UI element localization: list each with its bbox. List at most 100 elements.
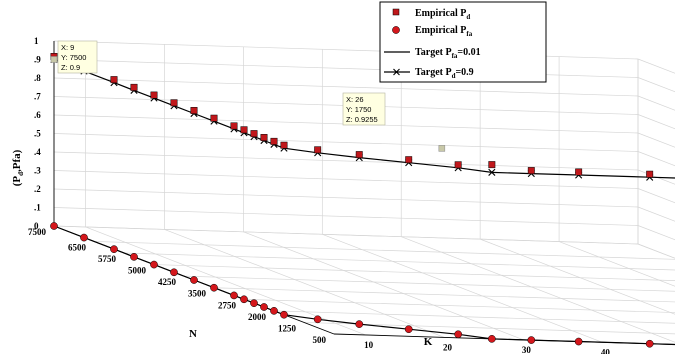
grid-line-k-floor (480, 238, 675, 315)
series-line-target-pd (53, 58, 675, 179)
k-axis-label: K (424, 336, 433, 348)
k-tick-label: 10 (364, 340, 374, 350)
grid-line-z-back (53, 188, 639, 208)
z-tick-label: .4 (34, 147, 41, 157)
grid-line-z-back (53, 40, 639, 60)
grid-line-k-floor (322, 233, 603, 343)
z-tick-labels: 0 .1 .2 .3 .4 .5 .6 .7 .8 .9 1 (34, 36, 41, 231)
n-tick-label: 3500 (188, 289, 207, 299)
n-tick-label: 5000 (128, 266, 147, 276)
grid-line-n-floor (243, 298, 675, 313)
empirical-pfa-marker (527, 336, 536, 344)
datatip-1-anchor (50, 56, 58, 63)
series-layer (50, 53, 675, 348)
empirical-pd-marker (170, 99, 178, 107)
legend-label-target-pd: Target Pd=0.9 (415, 67, 474, 80)
z-tick-label: .6 (34, 110, 41, 120)
z-tick-label: .9 (34, 55, 41, 65)
back-grid (53, 40, 675, 259)
empirical-pfa-marker (50, 222, 58, 230)
legend-label-target-pfa: Target Pfa=0.01 (415, 47, 481, 60)
grid-line-n-floor (153, 264, 675, 281)
grid-line-n-floor (53, 225, 639, 245)
datatip-1-line-2: Y: 7500 (61, 53, 86, 62)
n-tick-labels: 500 1250 2000 2750 3500 4250 5000 5750 6500 7500 (28, 227, 327, 345)
k-tick-label: 40 (601, 347, 611, 354)
empirical-pd-marker (250, 130, 258, 138)
empirical-pfa-marker (355, 320, 364, 328)
n-tick-label: 1250 (278, 323, 297, 333)
z-tick-label: .2 (34, 184, 41, 194)
grid-line-z-back (53, 77, 639, 97)
empirical-pd-marker (230, 122, 238, 130)
z-tick-label: .5 (34, 129, 41, 139)
empirical-pd-marker (405, 156, 413, 164)
n-tick-label: 4250 (158, 277, 177, 287)
empirical-pd-marker (280, 141, 288, 149)
z-tick-label: .3 (34, 166, 41, 176)
datatip-1: X: 9 Y: 7500 Z: 0.9 (57, 40, 98, 74)
grid-line-z-side (637, 77, 675, 93)
grid-line-z-side (637, 243, 675, 259)
legend-marker-circle (392, 26, 400, 34)
legend-label-empirical-pd: Empirical Pd (415, 8, 470, 21)
legend-label-empirical-pfa: Empirical Pfa (415, 25, 473, 38)
n-tick-label: 7500 (28, 227, 47, 237)
grid-line-z-back (53, 207, 639, 226)
empirical-pd-marker (190, 107, 198, 114)
legend-marker-x (393, 68, 400, 76)
grid-line-k-floor (558, 241, 675, 287)
z-axis-label-part1: (P (11, 176, 23, 187)
empirical-pfa-marker (190, 276, 198, 284)
grid-line-k-floor (243, 231, 524, 341)
datatip-2-box (342, 92, 386, 126)
grid-line-z-side (637, 95, 675, 111)
z-axis-label: (Pd,Pfa) (11, 149, 25, 186)
grid-line-k-floor (164, 229, 445, 338)
grid-line-n-floor (123, 252, 675, 271)
datatip-1-line-3: Z: 0.9 (61, 63, 80, 72)
grid-line-n-floor (183, 275, 675, 292)
grid-line-z-side (637, 151, 675, 167)
grid-line-k-floor (401, 236, 675, 343)
empirical-pfa-marker (130, 253, 138, 261)
empirical-pfa-marker (260, 303, 268, 311)
empirical-pd-marker (488, 161, 496, 169)
empirical-pfa-marker (80, 233, 88, 242)
empirical-pfa-marker (574, 337, 583, 346)
empirical-pfa-marker (280, 310, 288, 319)
floor-grid (53, 225, 675, 345)
empirical-pfa-marker (313, 315, 322, 324)
z-axis-label-part3: ,Pfa) (11, 149, 23, 172)
k-tick-labels: 1020304050607080 (364, 340, 611, 354)
grid-line-z-back (53, 170, 639, 189)
grid-line-z-back (53, 151, 639, 171)
datatip-2-line-3: Z: 0.9255 (346, 115, 378, 124)
empirical-pfa-marker (150, 260, 158, 269)
empirical-pfa-marker (230, 291, 238, 300)
legend: Empirical Pd Empirical Pfa Target Pfa=0.… (379, 1, 547, 83)
n-tick-label: 6500 (68, 242, 87, 252)
empirical-pd-marker (355, 151, 363, 159)
datatip-2: X: 26 Y: 1750 Z: 0.9255 (342, 92, 386, 126)
grid-line-k-floor (637, 243, 675, 259)
series-line-target-pfa (53, 225, 675, 346)
empirical-pd-marker (454, 161, 462, 169)
datatip-1-line-1: X: 9 (61, 43, 74, 52)
datatip-1-box (57, 40, 98, 74)
grid-line-n-floor (93, 241, 675, 260)
empirical-pd-marker (210, 114, 218, 122)
empirical-pfa-marker (404, 325, 413, 334)
empirical-pfa-marker (240, 295, 248, 304)
empirical-pd-marker (240, 126, 248, 134)
grid-line-n-floor (273, 310, 675, 324)
grid-line-z-side (637, 58, 675, 74)
datatip-2-line-1: X: 26 (346, 95, 364, 104)
empirical-pd-marker (527, 167, 535, 175)
grid-line-z-side (637, 114, 675, 130)
empirical-pd-marker (150, 91, 158, 99)
empirical-pd-marker (575, 168, 583, 176)
k-tick-label: 30 (522, 345, 532, 354)
z-tick-label: 0 (34, 221, 39, 231)
